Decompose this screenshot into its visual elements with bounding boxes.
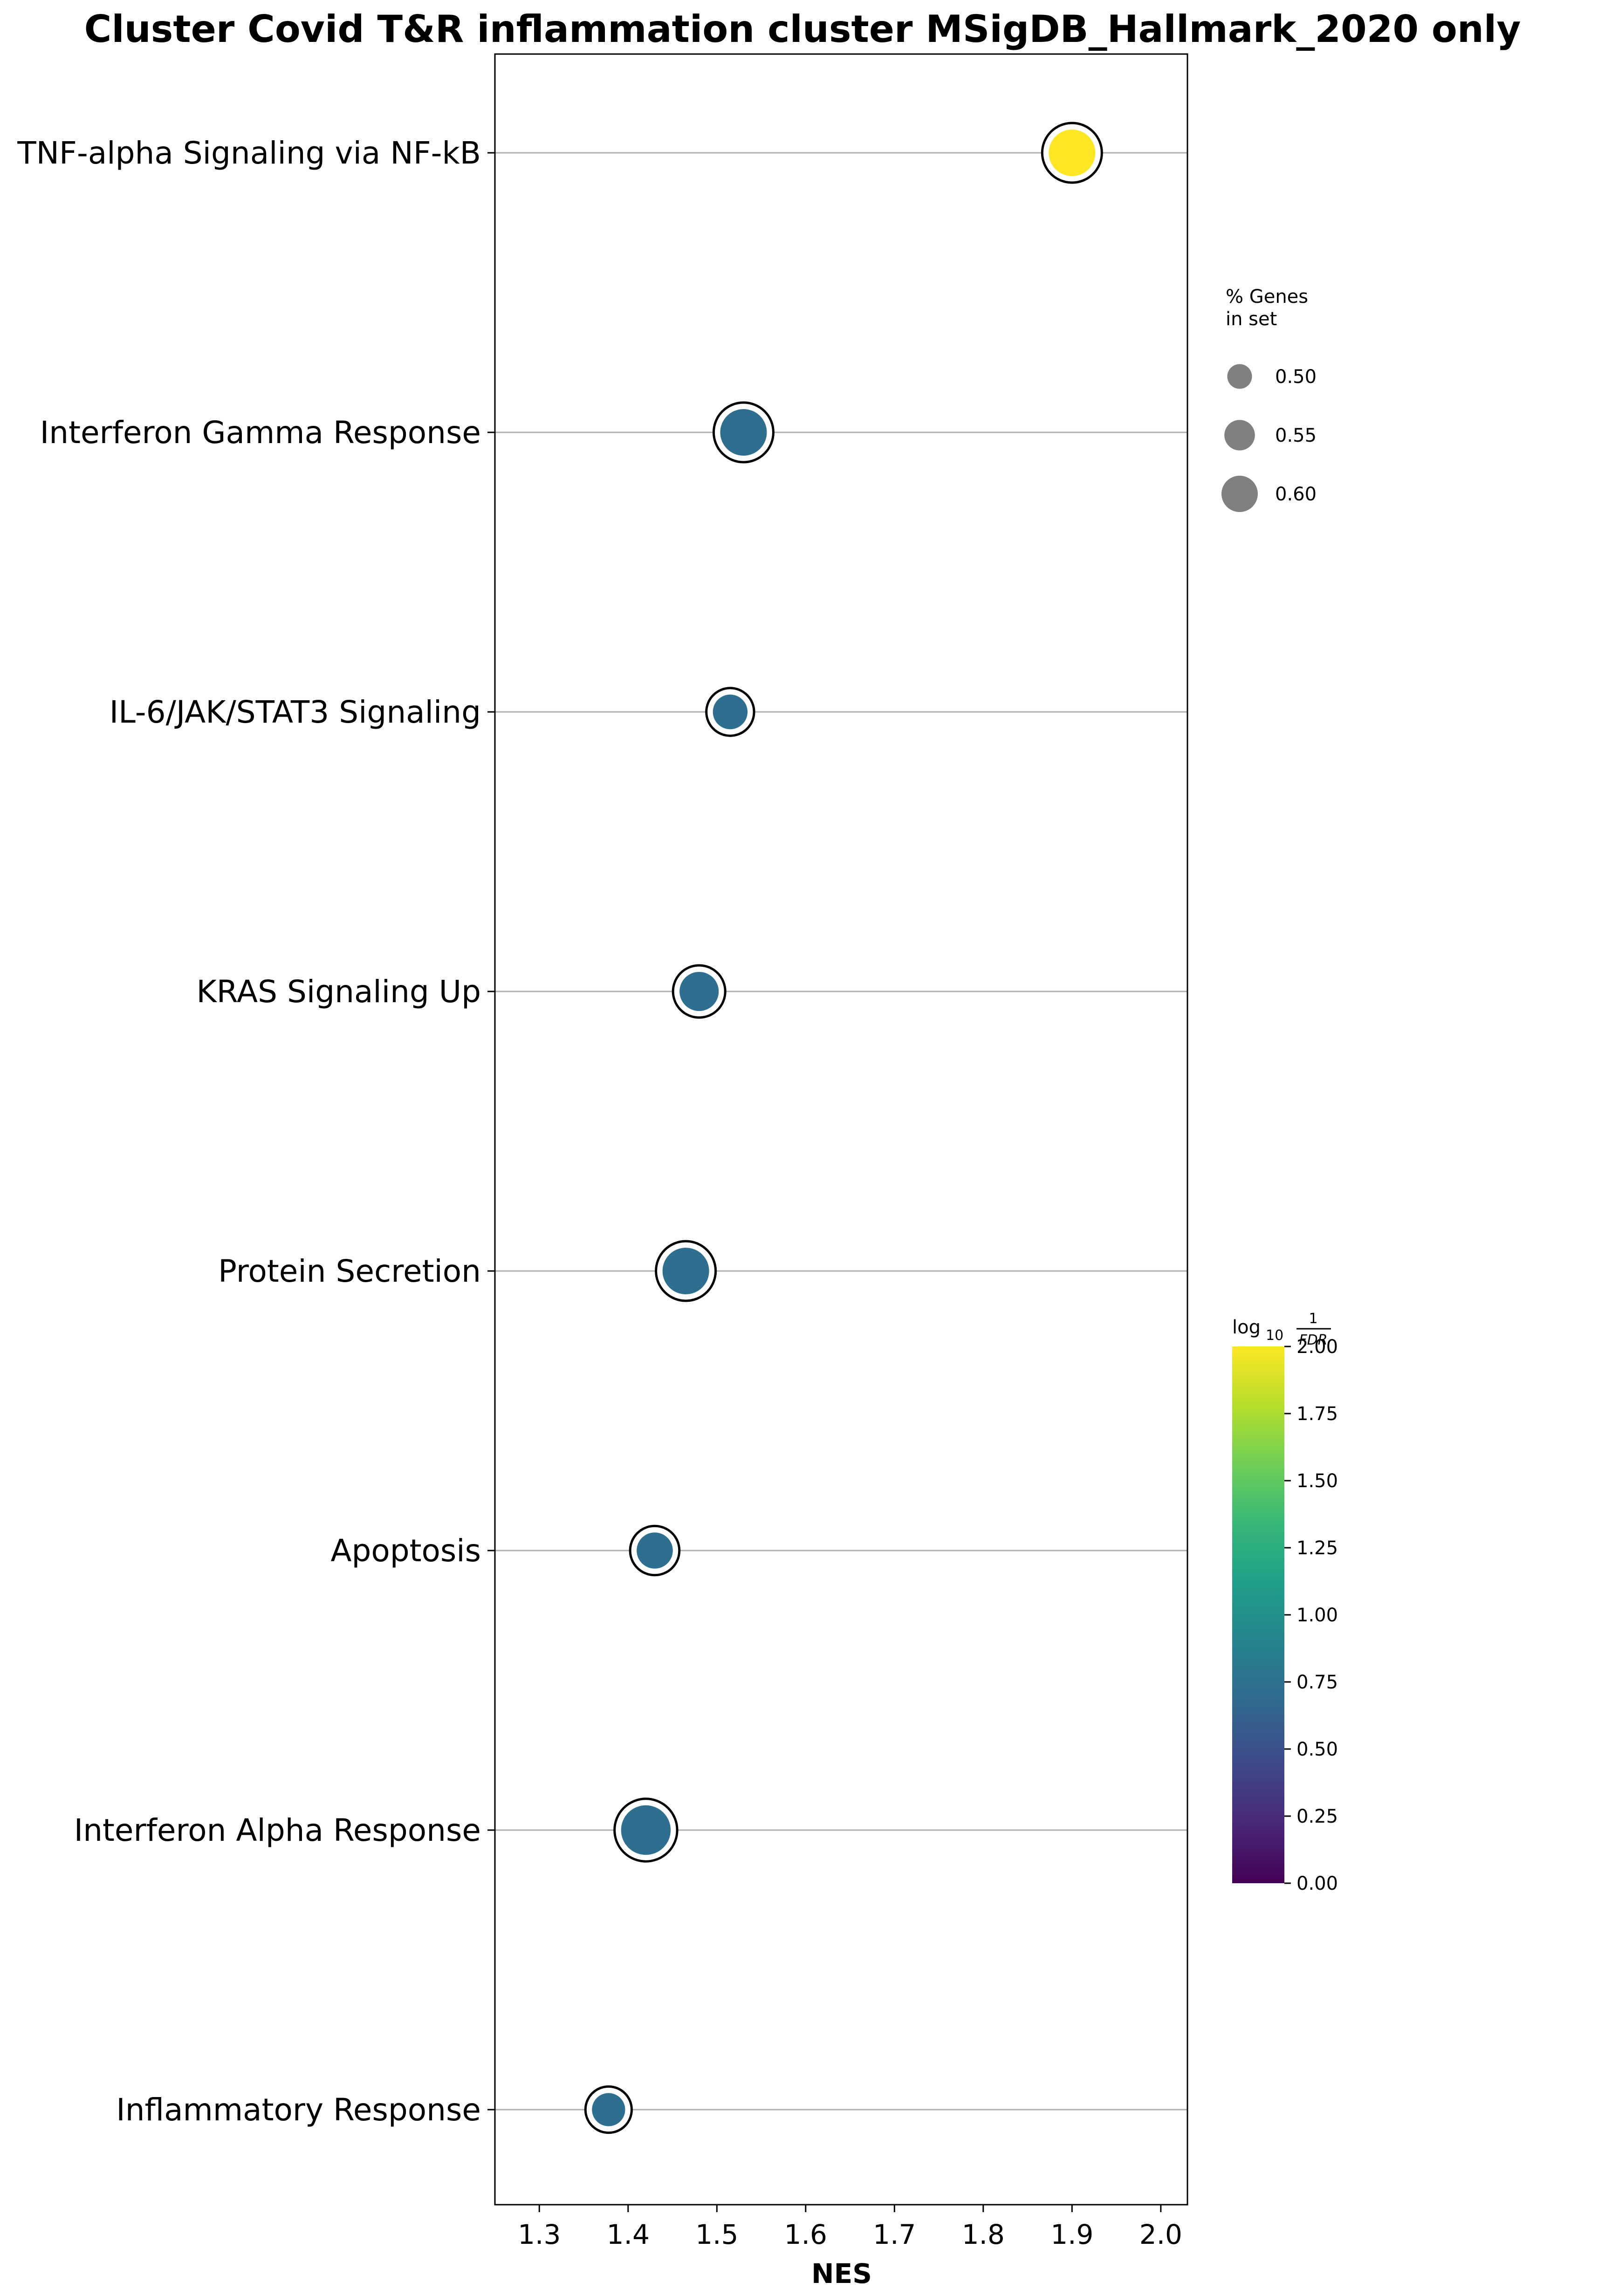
size-legend-label: 0.60 — [1275, 484, 1317, 505]
colorbar-tick-label: 1.00 — [1296, 1605, 1338, 1626]
y-tick-label: Interferon Alpha Response — [74, 1812, 481, 1848]
size-legend-title-line2: in set — [1226, 308, 1277, 330]
x-tick-label: 1.8 — [962, 2219, 1005, 2250]
colorbar-tick-label: 1.50 — [1296, 1470, 1338, 1492]
data-point — [592, 2093, 625, 2126]
colorbar-tick-label: 2.00 — [1296, 1336, 1338, 1358]
colorbar-label-base: log — [1232, 1317, 1261, 1338]
size-legend-label: 0.55 — [1275, 425, 1317, 446]
y-tick-label: KRAS Signaling Up — [197, 974, 481, 1010]
size-legend-marker — [1221, 476, 1258, 512]
gridlines — [487, 152, 1187, 2111]
y-tick-label: Interferon Gamma Response — [40, 415, 481, 451]
size-legend-title-line1: % Genes — [1226, 286, 1308, 308]
colorbar-label-num: 1 — [1309, 1311, 1317, 1327]
x-tick-label: 2.0 — [1139, 2219, 1182, 2250]
x-tick-label: 1.7 — [873, 2219, 916, 2250]
colorbar-tick-label: 0.00 — [1296, 1873, 1338, 1894]
colorbar-tick-label: 1.25 — [1296, 1538, 1338, 1559]
y-tick-label: TNF-alpha Signaling via NF-kB — [17, 135, 481, 171]
colorbar-gradient — [1232, 1346, 1284, 1883]
data-points — [584, 122, 1103, 2134]
y-tick-label: Protein Secretion — [218, 1253, 481, 1289]
x-axis-label: NES — [811, 2258, 872, 2289]
x-axis-ticks: 1.3 1.4 1.5 1.6 1.7 1.8 1.9 2.0 — [518, 2205, 1182, 2250]
x-tick-label: 1.5 — [695, 2219, 738, 2250]
x-tick-label: 1.9 — [1050, 2219, 1093, 2250]
plot-frame — [494, 53, 1188, 2206]
data-point — [662, 1248, 709, 1294]
size-legend-marker — [1227, 364, 1252, 389]
x-tick-label: 1.6 — [784, 2219, 827, 2250]
colorbar-label-den: FDR — [1299, 1332, 1327, 1348]
colorbar-tick-label: 0.75 — [1296, 1672, 1338, 1693]
x-tick-label: 1.4 — [607, 2219, 650, 2250]
colorbar: log 10 1 FDR 0.00 0.25 0.50 0.75 1.00 1.25 1.5… — [1232, 1311, 1338, 1894]
chart-title: Cluster Covid T&R inflammation cluster M… — [84, 7, 1521, 51]
data-point — [713, 694, 748, 730]
size-legend-marker — [1224, 420, 1255, 451]
colorbar-tick-label: 0.50 — [1296, 1739, 1338, 1760]
size-legend-label: 0.50 — [1275, 366, 1317, 388]
colorbar-tick-label: 1.75 — [1296, 1403, 1338, 1425]
colorbar-label: log 10 1 FDR — [1232, 1311, 1331, 1348]
x-tick-label: 1.3 — [518, 2219, 561, 2250]
colorbar-tick-label: 0.25 — [1296, 1806, 1338, 1827]
colorbar-label-sub: 10 — [1266, 1327, 1283, 1344]
data-point — [637, 1532, 673, 1569]
data-point — [720, 409, 767, 456]
y-tick-label: IL-6/JAK/STAT3 Signaling — [110, 694, 481, 730]
y-tick-labels: TNF-alpha Signaling via NF-kB Interferon … — [17, 135, 481, 2128]
size-legend: % Genes in set 0.50 0.55 0.60 — [1221, 286, 1317, 512]
data-point — [621, 1805, 671, 1855]
y-tick-label: Apoptosis — [330, 1533, 481, 1569]
data-point — [1049, 130, 1096, 176]
data-point — [679, 972, 719, 1011]
y-tick-label: Inflammatory Response — [116, 2092, 481, 2128]
